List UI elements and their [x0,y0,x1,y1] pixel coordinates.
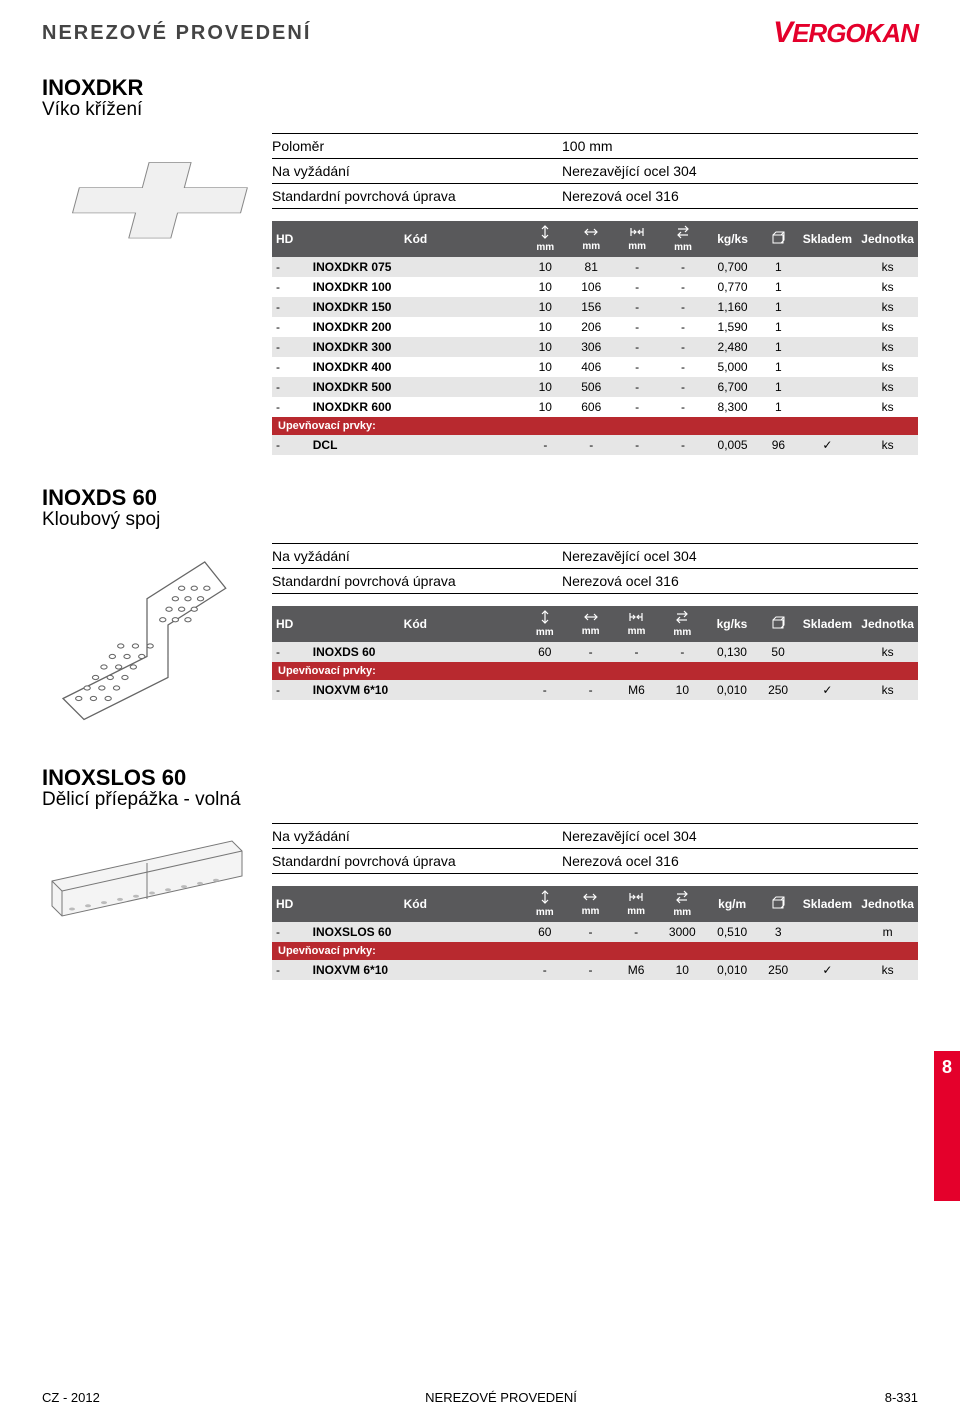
divider [272,568,918,569]
swap-icon [676,225,690,242]
meta-row: Poloměr100 mm [272,136,918,156]
vert-icon [539,890,551,907]
table-row: -INOXDKR 60010606--8,3001ks [272,397,918,417]
section-inoxslos60: INOXSLOS 60Dělicí příepážka - volná Na vy… [42,765,918,980]
table-row: -DCL----0,00596✓ks [272,435,918,455]
section-inoxds60: INOXDS 60Kloubový spoj Na vyžádáníNerezav… [42,485,918,735]
table-row: -INOXDKR 50010506--6,7001ks [272,377,918,397]
data-table: HDKódmmmmmmmmkg/ksSklademJednotka-INOXDK… [272,221,918,455]
meta-row: Na vyžádáníNerezavějící ocel 304 [272,161,918,181]
col-width-icon: mm [568,606,614,642]
table-row: -INOXDKR 40010406--5,0001ks [272,357,918,377]
table-row: -INOXSLOS 6060--30000,5103m [272,922,918,942]
meta-row: Na vyžádáníNerezavějící ocel 304 [272,826,918,846]
col-pkg-icon [759,221,797,257]
divider [272,543,918,544]
divider [272,158,918,159]
col-hd: HD [272,606,309,642]
meta-row: Standardní povrchová úpravaNerezová ocel… [272,186,918,206]
footer-right: 8-331 [885,1390,918,1405]
col-clamp-icon: mm [613,886,659,922]
section-title: INOXSLOS 60 [42,765,918,791]
col-clamp-icon: mm [614,221,660,257]
col-hd: HD [272,886,309,922]
divider [272,208,918,209]
footer-left: CZ - 2012 [42,1390,100,1405]
section-inoxdkr: INOXDKRVíko křížení Poloměr100 mm Na vyžád… [42,75,918,455]
table-row: -INOXDS 6060---0,13050ks [272,642,918,662]
vert-icon [539,225,551,242]
col-unit: Jednotka [857,606,918,642]
col-weight: kg/ks [705,606,758,642]
box-icon [771,231,785,248]
col-length-icon: mm [659,606,705,642]
clamp-icon [628,611,644,626]
box-icon [771,896,785,913]
col-length-icon: mm [660,221,706,257]
table-row: -INOXDKR 15010156--1,1601ks [272,297,918,317]
clamp-icon [629,226,645,241]
section-subtitle: Víko křížení [42,99,918,121]
swap-icon [675,610,689,627]
meta-row: Standardní povrchová úpravaNerezová ocel… [272,571,918,591]
meta-row: Standardní povrchová úpravaNerezová ocel… [272,851,918,871]
footer-mid: NEREZOVÉ PROVEDENÍ [425,1390,577,1405]
col-pkg-icon [759,606,798,642]
divider [272,848,918,849]
product-thumbnail [42,821,252,936]
divider [272,823,918,824]
col-code: Kód [309,606,522,642]
col-width-icon: mm [568,886,614,922]
col-clamp-icon: mm [614,606,660,642]
col-width-icon: mm [568,221,614,257]
horiz-icon [584,226,598,241]
data-table: HDKódmmmmmmmmkg/mSklademJednotka-INOXSLO… [272,886,918,980]
table-row: -INOXDKR 20010206--1,5901ks [272,317,918,337]
divider [272,873,918,874]
col-unit: Jednotka [857,886,918,922]
clamp-icon [628,891,644,906]
brand-logo: VVERGOKANERGOKAN [773,16,918,50]
box-icon [771,616,785,633]
data-table: HDKódmmmmmmmmkg/ksSklademJednotka-INOXDS… [272,606,918,700]
sub-header: Upevňovací prvky: [272,417,918,435]
table-row: -INOXDKR 10010106--0,7701ks [272,277,918,297]
horiz-icon [583,891,597,906]
section-subtitle: Kloubový spoj [42,509,918,531]
col-stock: Skladem [798,221,858,257]
sub-header: Upevňovací prvky: [272,662,918,680]
col-length-icon: mm [659,886,706,922]
col-pkg-icon [759,886,798,922]
horiz-icon [584,611,598,626]
table-row: -INOXDKR 30010306--2,4801ks [272,337,918,357]
col-code: Kód [309,886,522,922]
product-thumbnail [42,131,252,283]
col-weight: kg/m [706,886,759,922]
col-height-icon: mm [522,221,568,257]
col-stock: Skladem [798,606,858,642]
divider [272,133,918,134]
table-row: -INOXVM 6*10--M6100,010250✓ks [272,960,918,980]
section-title: INOXDS 60 [42,485,918,511]
col-unit: Jednotka [857,221,918,257]
meta-row: Na vyžádáníNerezavějící ocel 304 [272,546,918,566]
swap-icon [675,890,689,907]
product-thumbnail [42,541,252,735]
col-stock: Skladem [798,886,858,922]
col-weight: kg/ks [706,221,759,257]
table-row: -INOXDKR 0751081--0,7001ks [272,257,918,277]
footer: CZ - 2012 NEREZOVÉ PROVEDENÍ 8-331 [42,1390,960,1405]
side-tab: 8 [934,1051,960,1201]
divider [272,593,918,594]
col-height-icon: mm [522,886,568,922]
col-hd: HD [272,221,309,257]
sub-header: Upevňovací prvky: [272,942,918,960]
divider [272,183,918,184]
col-code: Kód [309,221,523,257]
section-subtitle: Dělicí příepážka - volná [42,789,918,811]
table-row: -INOXVM 6*10--M6100,010250✓ks [272,680,918,700]
vert-icon [539,610,551,627]
section-title: INOXDKR [42,75,918,101]
col-height-icon: mm [522,606,568,642]
